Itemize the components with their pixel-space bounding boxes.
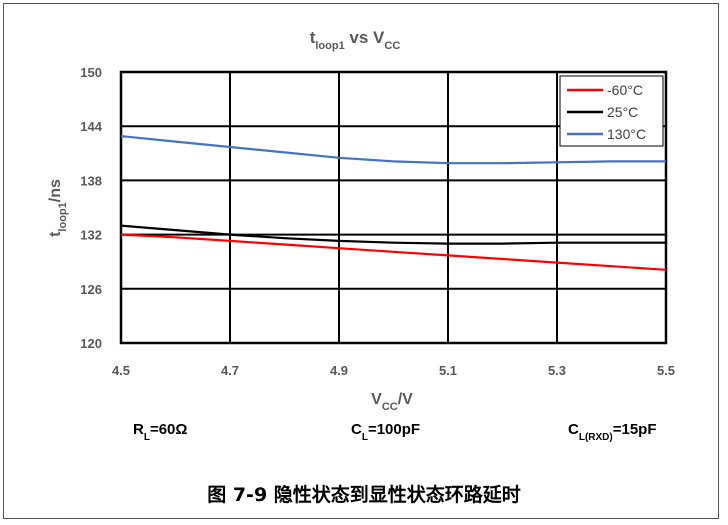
series-layer — [120, 135, 667, 271]
series-line-2 — [120, 135, 666, 165]
legend-label: -60°C — [607, 82, 643, 98]
y-tick-label: 132 — [80, 228, 102, 243]
y-tick-label: 126 — [80, 282, 102, 297]
condition-rl: RL=60Ω — [133, 421, 187, 443]
y-tick-label: 120 — [80, 336, 102, 351]
x-tick-labels: 4.5 4.7 4.9 5.1 5.3 5.5 — [112, 363, 675, 378]
x-tick-label: 4.7 — [221, 363, 239, 378]
condition-cl: CL=100pF — [351, 421, 420, 443]
legend-label: 130°C — [607, 126, 646, 142]
series-line-1 — [120, 224, 666, 245]
y-axis-label: tloop1/ns — [47, 179, 69, 237]
y-tick-label: 144 — [80, 119, 102, 134]
y-tick-labels: 120 126 132 138 144 150 — [80, 65, 102, 351]
plot-border — [119, 70, 668, 345]
plot-area-border — [119, 70, 668, 345]
x-tick-label: 5.1 — [439, 363, 457, 378]
series-line-0 — [120, 233, 667, 271]
x-tick-label: 5.3 — [548, 363, 566, 378]
x-axis-label: VCC/V — [371, 391, 413, 413]
condition-cl-rxd: CL(RXD)=15pF — [568, 421, 657, 443]
y-tick-label: 138 — [80, 173, 102, 188]
x-tick-label: 4.9 — [330, 363, 348, 378]
legend: -60°C 25°C 130°C — [559, 75, 664, 147]
x-tick-label: 5.5 — [657, 363, 675, 378]
chart-title: tloop1 vs VCC — [310, 28, 401, 52]
x-tick-label: 4.5 — [112, 363, 130, 378]
y-tick-label: 150 — [80, 65, 102, 80]
figure-caption: 图 7-9 隐性状态到显性状态环路延时 — [207, 484, 521, 506]
legend-label: 25°C — [607, 104, 638, 120]
